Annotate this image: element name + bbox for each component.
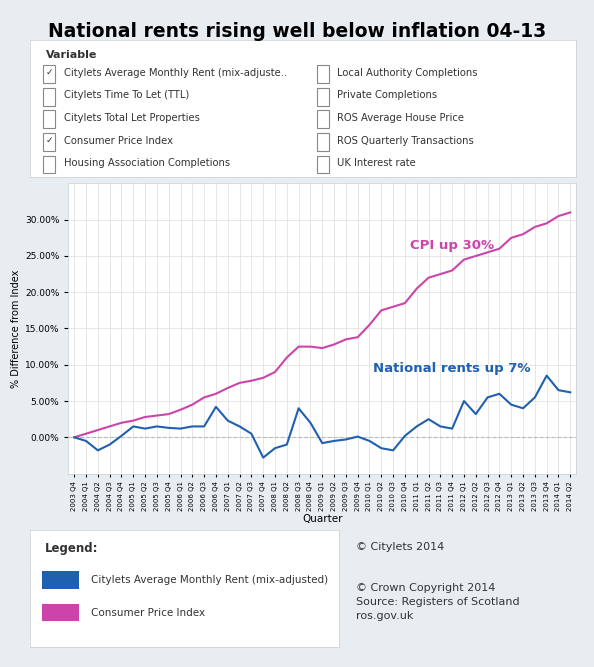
Text: Legend:: Legend: — [45, 542, 99, 555]
Text: Consumer Price Index: Consumer Price Index — [91, 608, 206, 618]
Bar — [317, 88, 328, 105]
Bar — [42, 604, 79, 622]
Text: Citylets Average Monthly Rent (mix-adjusted): Citylets Average Monthly Rent (mix-adjus… — [91, 575, 328, 585]
Text: Housing Association Completions: Housing Association Completions — [64, 158, 230, 168]
Bar — [43, 88, 55, 105]
Text: CPI up 30%: CPI up 30% — [410, 239, 494, 251]
Text: Local Authority Completions: Local Authority Completions — [337, 68, 478, 78]
Text: Consumer Price Index: Consumer Price Index — [64, 135, 173, 145]
Text: National rents up 7%: National rents up 7% — [374, 362, 531, 375]
Text: Variable: Variable — [46, 49, 97, 59]
Text: ✓: ✓ — [46, 68, 53, 77]
Bar — [317, 65, 328, 83]
Y-axis label: % Difference from Index: % Difference from Index — [11, 269, 21, 388]
Bar — [317, 155, 328, 173]
Text: © Citylets 2014: © Citylets 2014 — [356, 542, 445, 552]
Text: UK Interest rate: UK Interest rate — [337, 158, 416, 168]
X-axis label: Quarter: Quarter — [302, 514, 343, 524]
Text: ✓: ✓ — [46, 136, 53, 145]
Text: Citylets Total Let Properties: Citylets Total Let Properties — [64, 113, 200, 123]
Bar — [317, 111, 328, 128]
Bar — [43, 111, 55, 128]
Text: ROS Quarterly Transactions: ROS Quarterly Transactions — [337, 135, 473, 145]
Bar — [43, 133, 55, 151]
Text: Citylets Average Monthly Rent (mix-adjuste..: Citylets Average Monthly Rent (mix-adjus… — [64, 68, 287, 78]
Bar — [43, 155, 55, 173]
Bar — [43, 65, 55, 83]
Text: © Crown Copyright 2014
Source: Registers of Scotland
ros.gov.uk: © Crown Copyright 2014 Source: Registers… — [356, 583, 520, 621]
Text: National rents rising well below inflation 04-13: National rents rising well below inflati… — [48, 22, 546, 41]
Bar — [317, 133, 328, 151]
Text: ROS Average House Price: ROS Average House Price — [337, 113, 464, 123]
Text: Citylets Time To Let (TTL): Citylets Time To Let (TTL) — [64, 91, 189, 101]
Bar — [42, 571, 79, 589]
Text: Private Completions: Private Completions — [337, 91, 437, 101]
